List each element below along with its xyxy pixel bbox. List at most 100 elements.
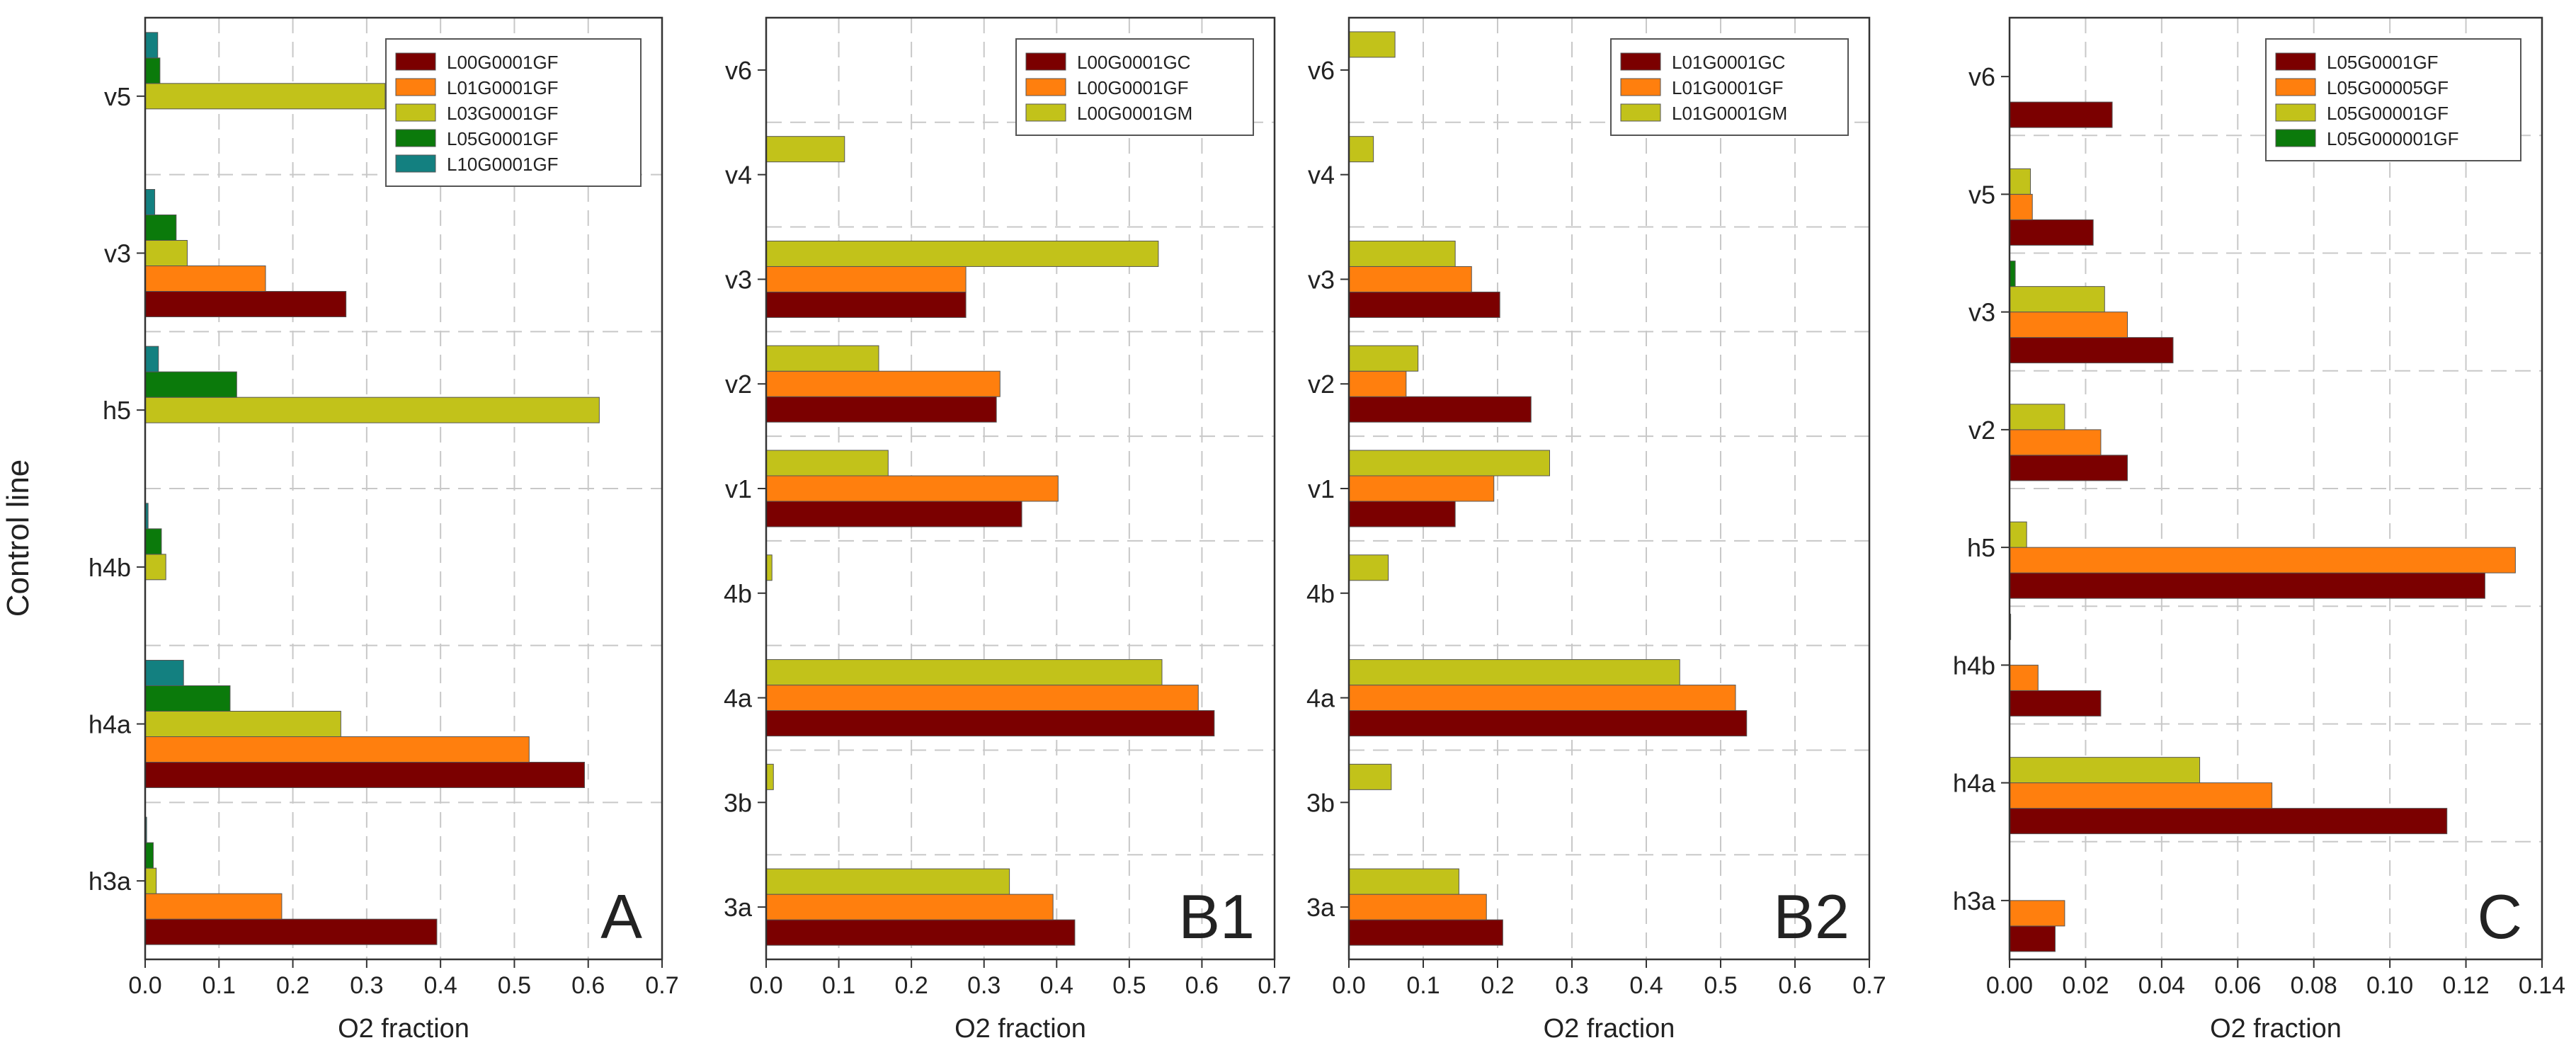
bar-l05g0001gf-h3a xyxy=(144,842,154,869)
x-tick-label: 0.4 xyxy=(1629,972,1663,999)
y-tick-label-h4a: h4a xyxy=(89,710,132,739)
bar-l05g0001gf-h5 xyxy=(144,371,237,398)
bar-l00g0001gc-4a xyxy=(765,710,1215,737)
y-tick-label-4a: 4a xyxy=(1306,684,1335,713)
y-tick-label-h4b: h4b xyxy=(89,553,131,582)
x-tick-label: 0.06 xyxy=(2214,972,2261,999)
figure-ylabel: Control line xyxy=(1,460,35,617)
bar-l05g0001gf-v5 xyxy=(144,57,161,84)
bar-l03g0001gf-h5 xyxy=(144,396,600,423)
bar-l10g0001gf-h5 xyxy=(144,346,159,372)
bar-l00g0001gc-v2 xyxy=(765,396,997,423)
legend-swatch xyxy=(2275,52,2316,71)
bar-l05g0001gf-v5 xyxy=(2009,219,2094,246)
bar-l01g0001gm-v1 xyxy=(1348,450,1550,477)
legend-label-l01g0001gm: L01G0001GM xyxy=(1672,103,1787,124)
bar-l01g0001gm-v6 xyxy=(1348,31,1396,58)
x-tick-label: 0.6 xyxy=(1185,972,1219,999)
bar-l00g0001gm-v1 xyxy=(765,450,889,477)
legend-label-l00g0001gc: L00G0001GC xyxy=(1077,52,1190,73)
y-tick-label-v6: v6 xyxy=(1308,56,1335,85)
x-tick-label: 0.0 xyxy=(128,972,161,999)
x-tick-label: 0.12 xyxy=(2442,972,2489,999)
legend-swatch xyxy=(1025,78,1066,96)
panel-label: C xyxy=(2477,881,2522,952)
legend: L00G0001GC L00G0001GF L00G0001GM xyxy=(1015,38,1254,136)
x-tick-label: 0.1 xyxy=(203,972,236,999)
y-tick-label-4a: 4a xyxy=(724,684,753,713)
x-axis-label: O2 fraction xyxy=(954,1014,1086,1044)
bar-l05g00001gf-v5 xyxy=(2009,168,2031,195)
legend: L05G0001GF L05G00005GF L05G00001GF L05G0000… xyxy=(2265,38,2521,161)
x-tick-label: 0.3 xyxy=(967,972,1001,999)
legend-label-l00g0001gf: L00G0001GF xyxy=(447,52,559,73)
bar-l00g0001gm-3b xyxy=(765,763,774,790)
bar-l01g0001gm-3b xyxy=(1348,763,1392,790)
bar-l00g0001gf-v2 xyxy=(765,370,1001,397)
bar-l05g0001gf-v3 xyxy=(2009,337,2174,364)
x-tick-label: 0.1 xyxy=(822,972,855,999)
bar-l00g0001gf-v3 xyxy=(765,266,967,292)
bar-l05g00005gf-h5 xyxy=(2009,547,2516,573)
legend-swatch xyxy=(2275,129,2316,147)
x-tick-label: 0.4 xyxy=(1040,972,1073,999)
bar-l05g0001gf-h5 xyxy=(2009,572,2485,599)
bar-l03g0001gf-h4a xyxy=(144,711,341,737)
legend-swatch xyxy=(1025,103,1066,122)
bar-l00g0001gf-h4a xyxy=(144,762,585,788)
y-tick-label-v2: v2 xyxy=(1968,416,1995,445)
legend-label-l03g0001gf: L03G0001GF xyxy=(447,103,559,124)
y-tick-label-v6: v6 xyxy=(1968,62,1995,91)
bar-l05g00005gf-v2 xyxy=(2009,429,2102,456)
x-tick-label: 0.3 xyxy=(1555,972,1588,999)
y-tick-label-h3a: h3a xyxy=(1953,886,1996,915)
bar-l05g00001gf-v3 xyxy=(2009,286,2105,313)
bar-l05g00005gf-h4b xyxy=(2009,664,2039,691)
bar-l01g0001gc-3a xyxy=(1348,919,1503,946)
bar-l01g0001gf-v2 xyxy=(1348,370,1407,397)
y-tick-label-3a: 3a xyxy=(724,893,753,922)
legend-swatch xyxy=(1620,103,1661,122)
y-tick-label-v5: v5 xyxy=(104,82,131,111)
x-tick-label: 0.2 xyxy=(276,972,309,999)
y-tick-label-v2: v2 xyxy=(725,370,752,399)
panel-label: B1 xyxy=(1178,881,1255,952)
y-tick-label-v3: v3 xyxy=(1968,298,1995,327)
x-tick-label: 0.4 xyxy=(424,972,457,999)
bar-l01g0001gm-v3 xyxy=(1348,240,1456,267)
x-tick-label: 0.5 xyxy=(1112,972,1146,999)
plot-frame xyxy=(144,16,663,961)
legend-label-l00g0001gm: L00G0001GM xyxy=(1077,103,1192,124)
bar-l03g0001gf-v3 xyxy=(144,240,188,266)
bar-l05g00005gf-h4a xyxy=(2009,782,2273,809)
bar-l01g0001gf-4a xyxy=(1348,685,1736,712)
panel-b1: 0.0 0.1 0.2 0.3 0.4 0.5 0.6 0.7 O2 fraction 3a 3b 4… xyxy=(724,16,1292,1044)
legend: L01G0001GC L01G0001GF L01G0001GM xyxy=(1610,38,1849,136)
legend-label-l05g0001gf: L05G0001GF xyxy=(2327,52,2439,73)
legend-label-l05g00001gf: L05G00001GF xyxy=(2327,103,2449,124)
bar-l00g0001gm-v4 xyxy=(765,136,845,163)
bar-l01g0001gf-v3 xyxy=(1348,266,1472,292)
bar-l01g0001gm-3a xyxy=(1348,868,1459,895)
bar-l05g00005gf-v5 xyxy=(2009,193,2033,220)
legend-swatch xyxy=(2275,78,2316,96)
x-tick-label: 0.0 xyxy=(749,972,782,999)
legend-swatch xyxy=(395,78,436,96)
x-tick-label: 0.10 xyxy=(2366,972,2413,999)
bar-l00g0001gm-v3 xyxy=(765,240,1159,267)
bar-l05g0001gf-h4b xyxy=(144,528,162,555)
bar-l00g0001gf-3a xyxy=(765,894,1054,920)
bar-l01g0001gf-3a xyxy=(1348,894,1487,920)
legend-swatch xyxy=(1025,52,1066,71)
bar-l00g0001gc-3a xyxy=(765,919,1076,946)
legend: L00G0001GF L01G0001GF L03G0001GF L05G0001GF… xyxy=(385,38,642,187)
panel-c: 0.00 0.02 0.04 0.06 0.08 0.10 0.12 0.14 O2 fract… xyxy=(1953,16,2565,1044)
y-tick-label-h3a: h3a xyxy=(89,867,132,896)
bar-l05g0001gf-h4a xyxy=(144,685,231,712)
y-tick-label-4b: 4b xyxy=(1306,579,1335,608)
x-axis-label: O2 fraction xyxy=(2210,1014,2342,1044)
y-tick-label-v4: v4 xyxy=(1308,161,1335,190)
y-tick-label-v1: v1 xyxy=(1308,474,1335,503)
legend-swatch xyxy=(395,103,436,122)
